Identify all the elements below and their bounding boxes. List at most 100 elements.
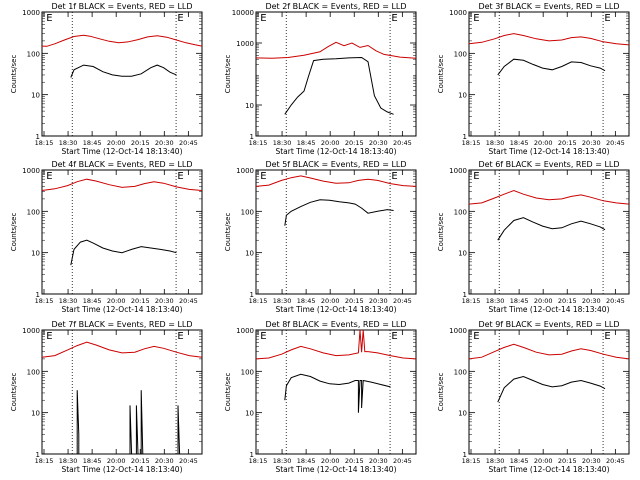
y-tick-label: 100 xyxy=(27,208,40,216)
x-tick-label: 18:45 xyxy=(297,297,316,305)
x-axis-label: Start Time (12-Oct-14 18:13:40) xyxy=(275,147,396,156)
event-marker: E xyxy=(473,13,479,24)
x-tick-label: 20:30 xyxy=(155,139,174,147)
y-tick-label: 1 xyxy=(463,291,467,299)
x-axis-label: Start Time (12-Oct-14 18:13:40) xyxy=(275,305,396,314)
y-tick-label: 1000 xyxy=(236,167,254,175)
x-tick-label: 18:30 xyxy=(486,297,505,305)
events-series-line xyxy=(497,375,606,403)
lld-series-line xyxy=(468,189,630,205)
x-axis-label: Start Time (12-Oct-14 18:13:40) xyxy=(61,305,182,314)
event-marker: E xyxy=(391,13,397,24)
x-tick-label: 20:00 xyxy=(107,457,126,465)
events-series-line xyxy=(76,390,181,455)
event-marker: E xyxy=(46,171,52,182)
plot-frame xyxy=(255,11,417,137)
x-tick-label: 18:45 xyxy=(83,457,102,465)
event-marker: E xyxy=(46,331,52,342)
x-axis-label: Start Time (12-Oct-14 18:13:40) xyxy=(61,465,182,474)
event-marker: E xyxy=(260,171,266,182)
x-tick-label: 18:45 xyxy=(297,457,316,465)
x-tick-label: 20:45 xyxy=(179,139,198,147)
chart-title: Det 6f BLACK = Events, RED = LLD xyxy=(478,160,619,169)
y-tick-label: 10 xyxy=(31,410,40,418)
y-tick-label: 100 xyxy=(241,368,254,376)
chart-title: Det 2f BLACK = Events, RED = LLD xyxy=(265,2,406,11)
event-marker: E xyxy=(391,171,397,182)
x-axis-label: Start Time (12-Oct-14 18:13:40) xyxy=(275,465,396,474)
x-tick-label: 20:30 xyxy=(369,139,388,147)
x-tick-label: 20:00 xyxy=(107,139,126,147)
event-marker: E xyxy=(177,171,183,182)
x-axis-label: Start Time (12-Oct-14 18:13:40) xyxy=(488,465,609,474)
plot-frame xyxy=(255,329,417,455)
x-tick-label: 18:30 xyxy=(486,457,505,465)
x-axis-label: Start Time (12-Oct-14 18:13:40) xyxy=(488,147,609,156)
y-tick-label: 1 xyxy=(36,291,40,299)
x-tick-label: 18:15 xyxy=(462,457,481,465)
events-series-line xyxy=(70,239,177,266)
x-tick-label: 20:00 xyxy=(534,457,553,465)
x-tick-label: 18:30 xyxy=(273,297,292,305)
y-axis-label: Counts/sec xyxy=(224,213,232,252)
x-tick-label: 20:15 xyxy=(345,457,364,465)
y-tick-label: 1000 xyxy=(449,327,467,335)
x-tick-label: 20:45 xyxy=(179,297,198,305)
x-tick-label: 20:00 xyxy=(534,139,553,147)
x-tick-label: 20:15 xyxy=(131,457,150,465)
x-tick-label: 18:30 xyxy=(59,457,78,465)
events-series-line xyxy=(497,58,606,76)
y-tick-label: 1000 xyxy=(236,40,254,48)
x-tick-label: 20:30 xyxy=(369,457,388,465)
x-tick-label: 18:15 xyxy=(249,139,268,147)
y-axis-label: Counts/sec xyxy=(10,213,18,252)
x-tick-label: 18:45 xyxy=(297,139,316,147)
x-tick-label: 20:45 xyxy=(393,457,412,465)
x-tick-label: 18:30 xyxy=(59,297,78,305)
x-tick-label: 20:45 xyxy=(179,457,198,465)
x-tick-label: 20:30 xyxy=(155,457,174,465)
lld-series-line xyxy=(41,341,203,358)
x-tick-label: 18:15 xyxy=(462,297,481,305)
event-marker: E xyxy=(260,331,266,342)
x-tick-label: 20:00 xyxy=(534,297,553,305)
x-tick-label: 20:45 xyxy=(606,297,625,305)
y-tick-label: 1 xyxy=(463,133,467,141)
y-tick-label: 100 xyxy=(241,208,254,216)
chart-title: Det 8f BLACK = Events, RED = LLD xyxy=(265,320,406,329)
y-tick-label: 100 xyxy=(27,368,40,376)
x-tick-label: 20:15 xyxy=(131,139,150,147)
x-tick-label: 20:45 xyxy=(393,139,412,147)
lld-series-line xyxy=(255,41,417,59)
y-tick-label: 10 xyxy=(245,250,254,258)
event-marker: E xyxy=(604,331,610,342)
y-axis-label: Counts/sec xyxy=(10,373,18,412)
chart-title: Det 4f BLACK = Events, RED = LLD xyxy=(51,160,192,169)
y-tick-label: 10 xyxy=(458,92,467,100)
x-tick-label: 20:15 xyxy=(345,139,364,147)
x-tick-label: 18:15 xyxy=(35,457,54,465)
y-tick-label: 1000 xyxy=(22,9,40,17)
event-marker: E xyxy=(604,13,610,24)
x-tick-label: 20:15 xyxy=(345,297,364,305)
y-tick-label: 100 xyxy=(454,50,467,58)
y-tick-label: 10 xyxy=(245,102,254,110)
y-tick-label: 1000 xyxy=(22,327,40,335)
y-tick-label: 1 xyxy=(36,133,40,141)
x-tick-label: 20:30 xyxy=(582,139,601,147)
y-tick-label: 1 xyxy=(36,451,40,459)
chart-title: Det 5f BLACK = Events, RED = LLD xyxy=(265,160,406,169)
y-tick-label: 10 xyxy=(31,92,40,100)
chart-title: Det 1f BLACK = Events, RED = LLD xyxy=(51,2,192,11)
event-marker: E xyxy=(473,171,479,182)
x-tick-label: 18:30 xyxy=(273,457,292,465)
x-tick-label: 18:30 xyxy=(273,139,292,147)
y-tick-label: 1 xyxy=(463,451,467,459)
y-tick-label: 100 xyxy=(27,50,40,58)
lld-series-line xyxy=(468,343,630,360)
event-marker: E xyxy=(46,13,52,24)
x-tick-label: 18:15 xyxy=(35,139,54,147)
x-tick-label: 18:45 xyxy=(510,139,529,147)
y-tick-label: 10 xyxy=(245,410,254,418)
events-series-line xyxy=(284,373,391,413)
